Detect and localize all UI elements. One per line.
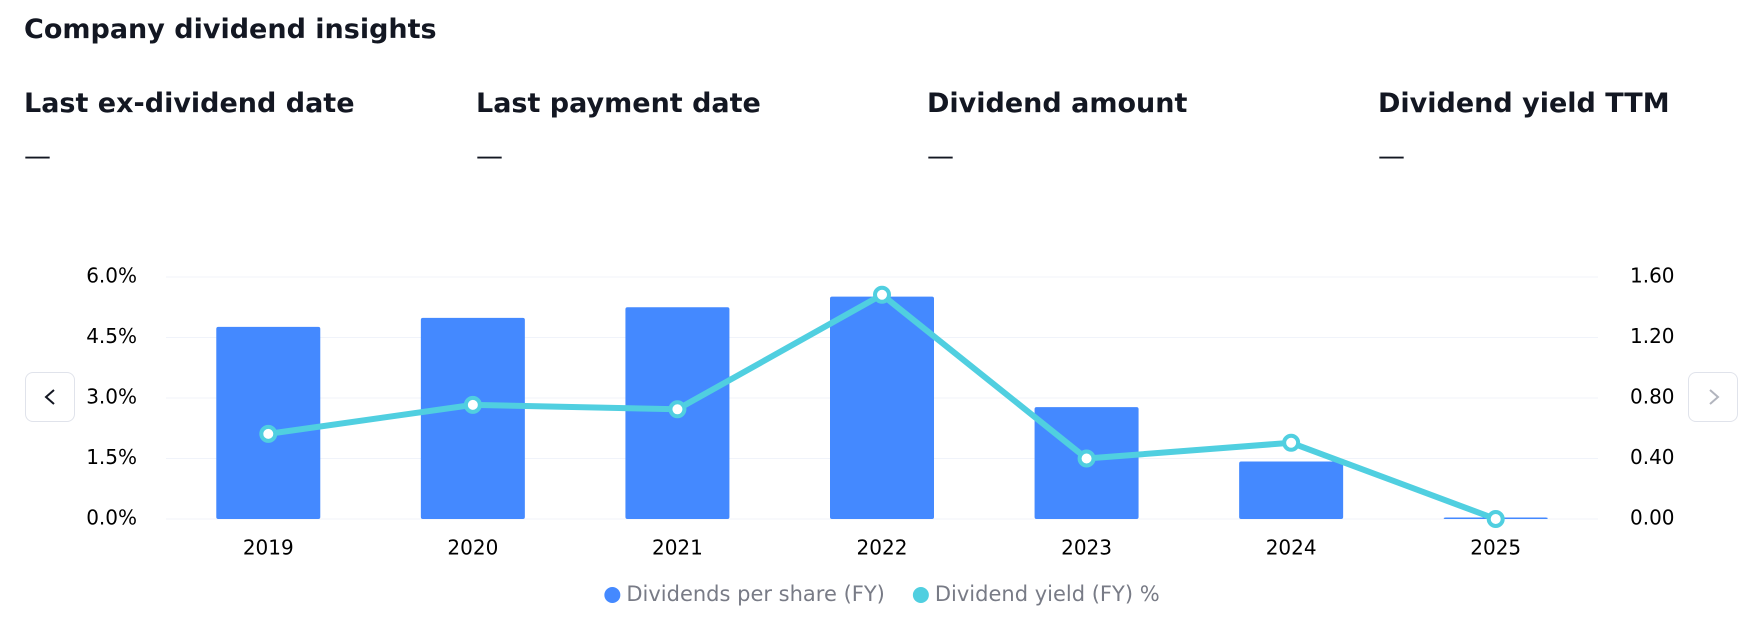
stat-value: — (1378, 141, 1405, 172)
legend-item: Dividends per share (FY) (604, 582, 885, 606)
y2-tick-label: 0.00 (1630, 506, 1675, 530)
y2-tick-label: 1.20 (1630, 324, 1675, 348)
bar (216, 326, 321, 519)
legend-label: Dividends per share (FY) (626, 582, 885, 606)
line-point (1486, 510, 1505, 528)
stat: Last payment date — (476, 88, 916, 172)
y-tick-label: 4.5% (86, 324, 137, 348)
y2-tick-label: 0.80 (1630, 385, 1675, 409)
bar (1239, 461, 1344, 519)
stat: Dividend yield TTM — (1378, 88, 1753, 172)
bar (420, 317, 525, 519)
y-tick-label: 1.5% (86, 445, 137, 469)
section-title: Company dividend insights (24, 14, 437, 45)
stat-value: — (927, 141, 954, 172)
prev-button[interactable] (25, 372, 75, 422)
x-tick-label: 2025 (1470, 536, 1521, 560)
line (267, 291, 1497, 522)
x-tick-label: 2024 (1266, 536, 1317, 560)
legend-swatch (604, 587, 621, 603)
chevron-left (44, 389, 55, 405)
stat: Dividend amount — (927, 88, 1367, 172)
line-point (668, 400, 687, 419)
legend-item: Dividend yield (FY) % (912, 582, 1160, 606)
stat-label: Dividend yield TTM (1378, 88, 1670, 119)
y2-tick-label: 0.40 (1630, 445, 1675, 469)
bar (1034, 407, 1139, 519)
y-tick-label: 0.0% (86, 506, 137, 530)
line-point (1077, 449, 1096, 468)
x-tick-label: 2021 (652, 536, 703, 560)
line-point (873, 285, 891, 304)
stat: Last ex-dividend date — (24, 88, 464, 172)
line-point (259, 424, 278, 443)
stat-label: Last ex-dividend date (24, 88, 355, 119)
y2-tick-label: 1.60 (1630, 264, 1675, 288)
bar (1443, 517, 1548, 519)
stat-label: Dividend amount (927, 88, 1188, 119)
bar (830, 296, 934, 519)
legend: Dividends per share (FY) Dividend yield (… (604, 582, 1160, 606)
chevron-right (1709, 389, 1720, 405)
x-tick-label: 2023 (1061, 536, 1112, 560)
line-point (1282, 433, 1301, 452)
stat-value: — (24, 141, 51, 172)
line-point (463, 395, 482, 414)
legend-label: Dividend yield (FY) % (935, 582, 1160, 606)
x-tick-label: 2022 (857, 536, 908, 560)
legend-swatch (912, 587, 929, 603)
y-tick-label: 6.0% (86, 264, 137, 288)
x-tick-label: 2019 (243, 536, 294, 560)
x-tick-label: 2020 (447, 536, 498, 560)
y-tick-label: 3.0% (86, 385, 137, 409)
next-button[interactable] (1688, 372, 1738, 422)
bar (625, 307, 730, 519)
stat-value: — (476, 141, 503, 172)
stat-label: Last payment date (476, 88, 761, 119)
